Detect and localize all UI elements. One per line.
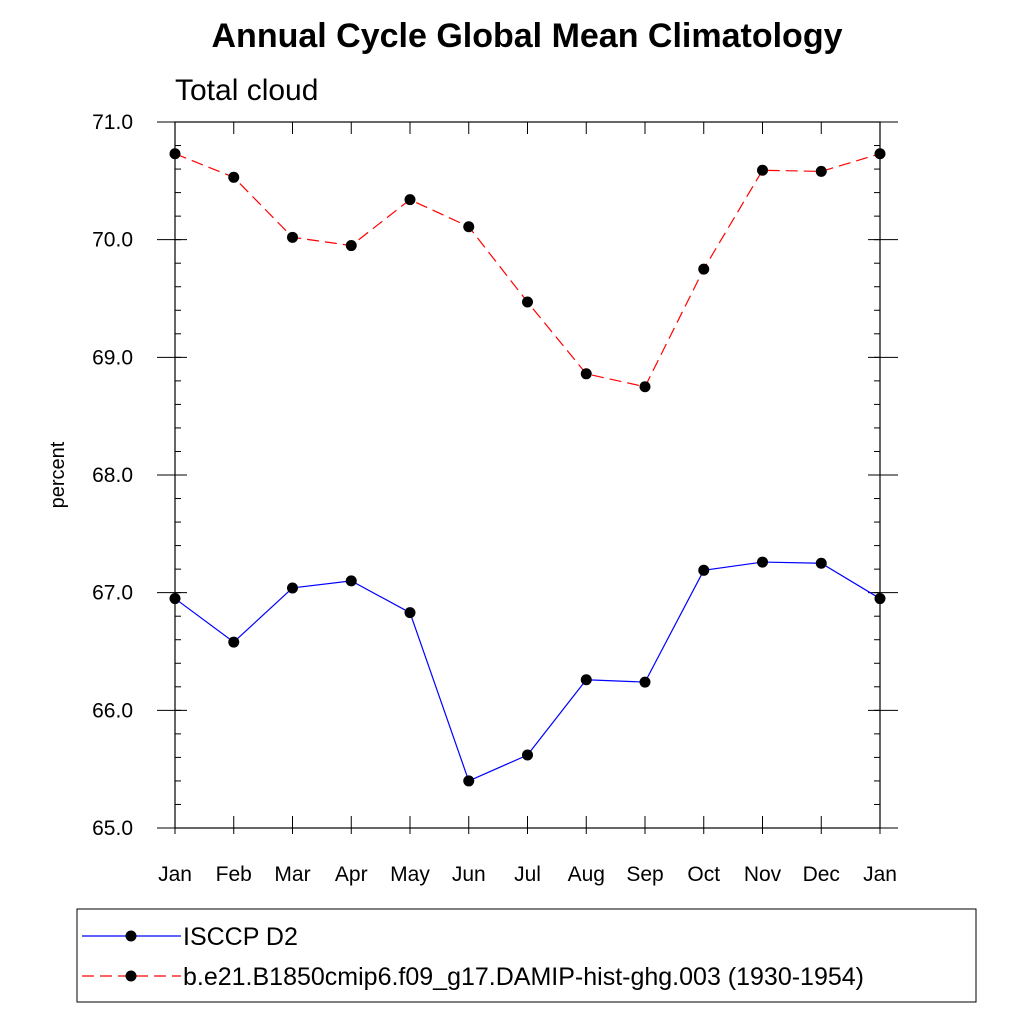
- legend-label-2: b.e21.B1850cmip6.f09_g17.DAMIP-hist-ghg.…: [183, 963, 864, 991]
- plot-frame: [174, 121, 881, 829]
- series-layer: [169, 148, 886, 787]
- series-2-point: [345, 240, 357, 252]
- series-2-point: [874, 148, 886, 160]
- legend-marker-2: [125, 970, 137, 982]
- series-1-point: [345, 575, 357, 587]
- series-1-point: [698, 564, 710, 576]
- y-tick-label: 68.0: [92, 464, 133, 487]
- series-2-point: [404, 194, 416, 206]
- series-2-point: [463, 221, 475, 233]
- y-tick-label: 70.0: [92, 229, 133, 252]
- x-tick-label: Dec: [803, 863, 840, 886]
- series-1-point: [815, 557, 827, 569]
- y-tick-label: 69.0: [92, 346, 133, 369]
- series-1-point: [580, 674, 592, 686]
- series-2-point: [522, 296, 533, 308]
- x-tick-label: May: [390, 863, 430, 886]
- series-line-2: [174, 153, 881, 388]
- series-1-point: [463, 775, 475, 787]
- chart-subtitle: Total cloud: [175, 74, 318, 107]
- series-2-point: [639, 381, 651, 393]
- series-1-point: [404, 607, 416, 619]
- x-tick-label: Jul: [514, 863, 541, 886]
- series-line-1: [174, 561, 881, 782]
- legend-label-1: ISCCP D2: [183, 923, 298, 951]
- legend-marker-1: [125, 930, 137, 942]
- x-tick-label: Jun: [452, 863, 486, 886]
- legend: ISCCP D2 b.e21.B1850cmip6.f09_g17.DAMIP-h…: [82, 923, 864, 991]
- series-2-point: [698, 263, 710, 275]
- series-1-point: [169, 593, 181, 605]
- tick-marks: [157, 121, 898, 834]
- x-tick-label: Feb: [216, 863, 252, 886]
- y-axis-label: percent: [47, 441, 69, 508]
- y-tick-label: 66.0: [92, 699, 133, 722]
- series-2-point: [757, 164, 768, 176]
- series-1-point: [874, 593, 886, 605]
- series-2-point: [287, 231, 298, 243]
- series-1-point: [228, 636, 240, 648]
- tick-labels: Jan Feb Mar Apr May Jun Jul Aug Sep Oct Nov Dec Jan 6…: [92, 111, 897, 886]
- x-tick-label: Oct: [687, 863, 720, 886]
- series-1-point: [639, 676, 651, 688]
- y-tick-label: 71.0: [92, 111, 133, 134]
- series-2-point: [580, 368, 592, 380]
- legend-box: [76, 908, 977, 1003]
- x-tick-label: Aug: [568, 863, 605, 886]
- x-tick-label: Nov: [744, 863, 782, 886]
- series-1-point: [287, 582, 298, 594]
- x-tick-label: Sep: [626, 863, 663, 886]
- series-2-point: [169, 148, 181, 160]
- x-tick-label: Mar: [274, 863, 310, 886]
- series-2-point: [228, 171, 240, 183]
- series-1-point: [522, 749, 533, 761]
- chart-title: Annual Cycle Global Mean Climatology: [212, 17, 843, 55]
- x-tick-label: Jan: [158, 863, 192, 886]
- x-tick-label: Apr: [335, 863, 368, 886]
- y-tick-label: 67.0: [92, 582, 133, 605]
- x-tick-label: Jan: [863, 863, 897, 886]
- series-2-point: [815, 165, 827, 177]
- series-1-point: [757, 556, 768, 568]
- y-tick-label: 65.0: [92, 817, 133, 840]
